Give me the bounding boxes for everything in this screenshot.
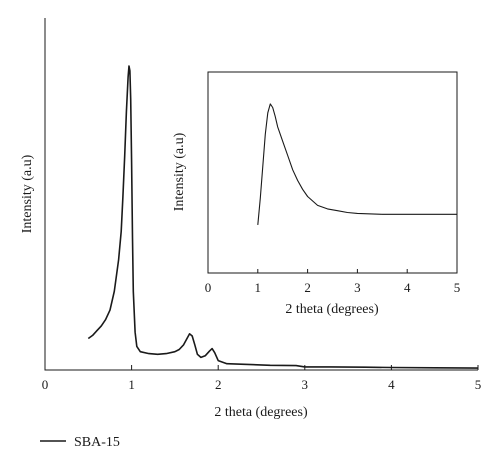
main-x-tick-label: 0 [42, 377, 49, 392]
main-x-tick-label: 2 [215, 377, 222, 392]
inset-x-tick-label: 5 [454, 280, 461, 295]
main-plot: 0 1 2 3 4 5 2 theta (degrees) Intensity (a.u) [20, 18, 481, 420]
main-x-tick-label: 4 [388, 377, 395, 392]
inset-x-tick-label: 2 [304, 280, 311, 295]
inset-plot: 0 1 2 3 4 5 2 theta (degrees) Intensity (a.u) [172, 71, 461, 317]
inset-x-tick-label: 4 [404, 280, 411, 295]
legend-label-sba15: SBA-15 [74, 435, 120, 450]
main-x-tick-label: 5 [475, 377, 482, 392]
inset-x-tick-labels: 0 1 2 3 4 5 [205, 280, 461, 295]
main-x-tick-labels: 0 1 2 3 4 5 [42, 377, 482, 392]
inset-x-axis-title: 2 theta (degrees) [285, 302, 379, 317]
legend: SBA-15 [40, 435, 120, 450]
main-y-axis-title: Intensity (a.u) [20, 154, 35, 233]
inset-series [257, 103, 457, 225]
inset-x-tick-label: 0 [205, 280, 212, 295]
inset-y-axis-title: Intensity (a.u) [172, 132, 187, 211]
main-x-axis-title: 2 theta (degrees) [214, 405, 308, 420]
inset-x-tick-label: 1 [255, 280, 262, 295]
main-x-tick-label: 1 [128, 377, 135, 392]
inset-x-ticks [207, 269, 458, 273]
main-series-sba15 [87, 65, 479, 369]
main-x-tick-label: 3 [302, 377, 309, 392]
inset-x-tick-label: 3 [354, 280, 361, 295]
inset-frame [207, 71, 458, 274]
